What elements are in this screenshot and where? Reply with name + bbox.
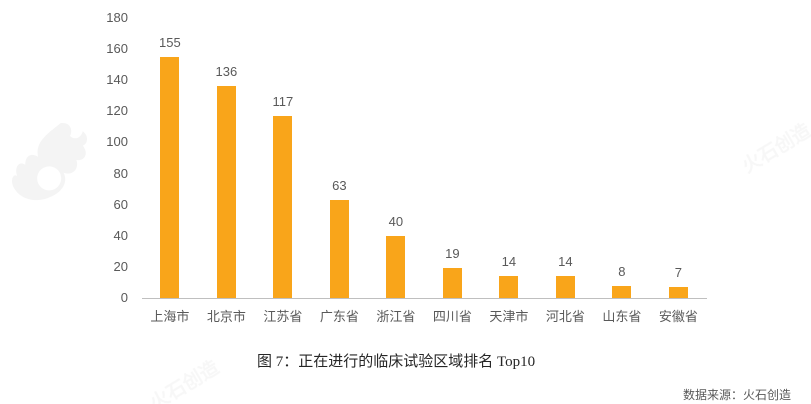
svg-text:火石创造: 火石创造 bbox=[146, 355, 224, 404]
svg-text:火石创造: 火石创造 bbox=[738, 118, 811, 177]
